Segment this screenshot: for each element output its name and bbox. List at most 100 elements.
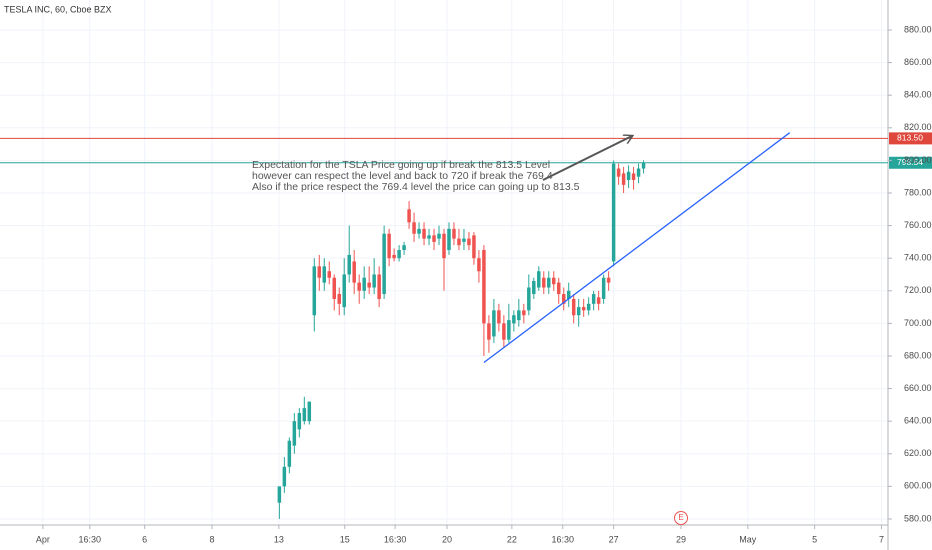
y-tick-label: 580.00 <box>904 513 932 523</box>
candle-body <box>422 228 426 239</box>
annotation-line: however can respect the level and back t… <box>252 170 553 182</box>
candle-body <box>382 233 386 295</box>
symbol-title: TESLA INC, 60, Cboe BZX <box>4 4 112 14</box>
x-tick-label: 13 <box>274 534 284 544</box>
level-label: 798.54 <box>897 157 923 167</box>
x-tick-label: 16:30 <box>79 534 102 544</box>
x-tick-label: Apr <box>36 534 50 544</box>
candle-body <box>332 277 336 299</box>
candle-body <box>522 310 526 316</box>
candle-body <box>552 277 556 285</box>
grid <box>0 0 888 525</box>
candle-body <box>547 277 551 288</box>
y-tick-label: 680.00 <box>904 350 932 360</box>
candle-body <box>297 413 302 430</box>
candle-body <box>561 294 566 304</box>
candle-body <box>507 320 511 340</box>
candle-body <box>427 235 431 239</box>
y-tick-label: 820.00 <box>904 122 932 132</box>
event-marker-circle[interactable] <box>674 511 688 525</box>
candle-body <box>626 171 631 180</box>
y-tick-label: 740.00 <box>904 253 932 263</box>
x-tick-label: 22 <box>507 534 517 544</box>
candle-body <box>502 323 506 340</box>
candle-body <box>397 250 401 259</box>
x-tick-label: 29 <box>676 534 686 544</box>
candle-body <box>312 266 317 316</box>
candle-body <box>566 290 571 299</box>
candle-body <box>307 401 312 422</box>
candle-body <box>492 310 496 337</box>
candle-body <box>482 250 486 324</box>
candle-body <box>417 228 421 234</box>
candle-body <box>387 233 391 259</box>
y-tick-label: 700.00 <box>904 318 932 328</box>
y-tick-label: 840.00 <box>904 90 932 100</box>
candle-body <box>517 310 521 321</box>
candle-body <box>636 168 641 177</box>
candle-body <box>432 235 436 242</box>
candle-body <box>282 466 287 487</box>
candle-body <box>487 323 491 340</box>
candle-body <box>467 238 471 246</box>
annotation-arrow <box>542 136 632 181</box>
candle-body <box>512 315 516 324</box>
candle-body <box>537 271 541 288</box>
candle-body <box>287 440 292 467</box>
x-tick-label: 16:30 <box>384 534 407 544</box>
candle-body <box>457 238 461 246</box>
candle-body <box>591 294 596 304</box>
candle-body <box>472 235 476 259</box>
annotation-line: Also if the price respect the 769.4 leve… <box>252 181 580 193</box>
candle-body <box>357 282 361 291</box>
candle-body <box>596 297 601 304</box>
y-tick-label: 800.00 <box>904 155 932 165</box>
candle-body <box>462 238 466 242</box>
overlays: 813.50 798.54 <box>0 132 932 364</box>
candle-body <box>581 307 586 311</box>
candle-body <box>452 228 456 239</box>
candle-body <box>367 282 371 288</box>
candle-body <box>317 266 322 278</box>
candle-body <box>586 303 591 311</box>
candle-body <box>542 277 546 288</box>
candle-body <box>616 168 621 177</box>
candle-body <box>447 228 451 251</box>
candles <box>277 160 646 519</box>
x-tick-label: 5 <box>812 534 817 544</box>
level-label-box <box>889 156 932 169</box>
candle-body <box>392 254 396 259</box>
candle-body <box>402 245 406 251</box>
candle-body <box>611 163 616 262</box>
y-tick-label: 720.00 <box>904 285 932 295</box>
annotation: Expectation for the TSLA Price going up … <box>252 159 580 193</box>
candle-body <box>377 274 381 299</box>
x-tick-label: 8 <box>210 534 215 544</box>
annotation-line: Expectation for the TSLA Price going up … <box>252 159 550 171</box>
candle-body <box>601 277 606 299</box>
candle-body <box>621 173 626 185</box>
candle-body <box>372 274 376 288</box>
candle-body <box>277 486 282 503</box>
candle-body <box>342 274 346 308</box>
x-tick-label: 6 <box>142 534 147 544</box>
candle-body <box>442 233 446 259</box>
y-tick-label: 760.00 <box>904 220 932 230</box>
y-tick-label: 620.00 <box>904 448 932 458</box>
x-tick-label: 15 <box>340 534 350 544</box>
candle-body <box>477 258 481 272</box>
x-tick-label: 20 <box>442 534 452 544</box>
candle-body <box>352 261 356 283</box>
candle-body <box>292 421 297 446</box>
event-marker[interactable]: E <box>678 513 683 522</box>
y-tick-label: 880.00 <box>904 24 932 34</box>
candle-body <box>641 162 646 169</box>
y-tick-label: 860.00 <box>904 57 932 67</box>
x-tick-label: 27 <box>609 534 619 544</box>
candle-body <box>631 173 636 180</box>
candle-body <box>437 233 441 239</box>
candle-body <box>302 408 307 422</box>
candle-body <box>327 271 332 278</box>
